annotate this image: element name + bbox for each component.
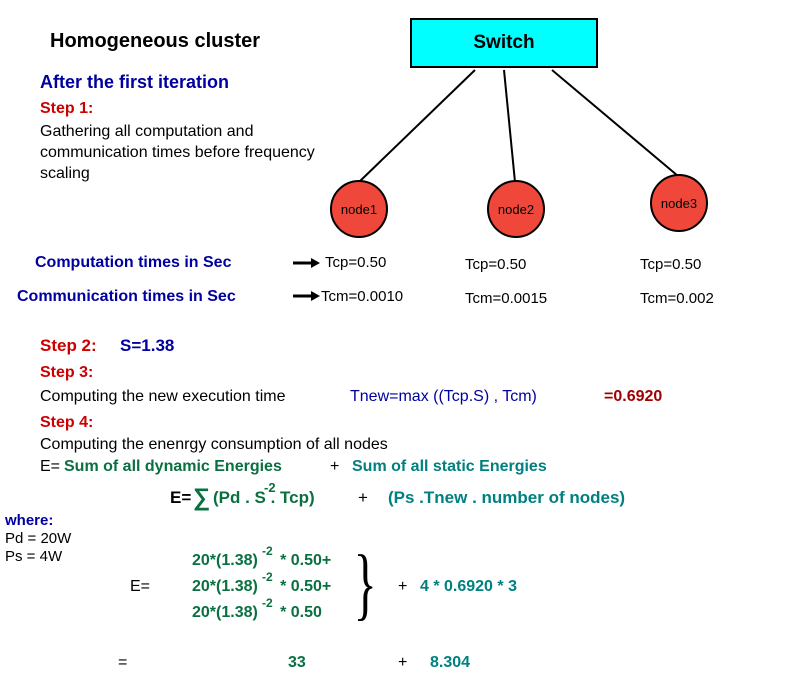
- node-circle-2: node2: [487, 180, 545, 238]
- calc-row-3: 20*(1.38)xx * 0.50: [192, 604, 322, 622]
- step1-label: Step 1:: [40, 100, 93, 118]
- calc-plus: +: [398, 578, 407, 596]
- tcp-val-3: Tcp=0.50: [640, 256, 701, 273]
- switch-box: Switch: [410, 18, 598, 68]
- step4-teal: Sum of all static Energies: [352, 458, 547, 476]
- step4-label: Step 4:: [40, 414, 93, 432]
- title: Homogeneous cluster: [50, 30, 260, 53]
- arrows: [293, 258, 320, 301]
- calc-e-prefix: E=: [130, 578, 150, 596]
- result-plus: +: [398, 654, 407, 672]
- step4-body: Computing the enenrgy consumption of all…: [40, 436, 388, 454]
- edge-lines: [358, 70, 678, 183]
- tcm-val-2: Tcm=0.0015: [465, 290, 547, 307]
- step3-formula: Tnew=max ((Tcp.S) , Tcm): [350, 388, 537, 406]
- formula-sigma: ∑: [193, 484, 210, 512]
- result-eq: =: [118, 654, 127, 672]
- calc-teal-term: 4 * 0.6920 * 3: [420, 578, 517, 596]
- step3-result: =0.6920: [604, 388, 662, 406]
- tcm-val-3: Tcm=0.002: [640, 290, 714, 307]
- node-circle-1: node1: [330, 180, 388, 238]
- step4-plus: +: [330, 458, 339, 476]
- node-circle-3: node3: [650, 174, 708, 232]
- where-pd: Pd = 20W: [5, 530, 71, 547]
- step3-body: Computing the new execution time: [40, 388, 285, 406]
- calc-exp-2: -2: [262, 570, 273, 584]
- step2-label: Step 2:: [40, 336, 97, 356]
- formula-plus: +: [358, 488, 368, 508]
- formula-prefix: E=: [170, 488, 191, 508]
- row-computation-label: Computation times in Sec: [35, 254, 231, 272]
- calc-exp-3: -2: [262, 596, 273, 610]
- calc-exp-1: -2: [262, 544, 273, 558]
- calc-brace: }: [354, 544, 377, 624]
- step4-eq-prefix: E=: [40, 458, 60, 476]
- result-v2: 8.304: [430, 654, 470, 672]
- tcm-val-1: Tcm=0.0010: [321, 288, 403, 305]
- formula-exp: -2: [264, 480, 276, 495]
- where-ps: Ps = 4W: [5, 548, 62, 565]
- tcp-val-2: Tcp=0.50: [465, 256, 526, 273]
- tcp-val-1: Tcp=0.50: [325, 254, 386, 271]
- formula-tail: (Ps .Tnew . number of nodes): [388, 488, 625, 508]
- where-label: where:: [5, 512, 53, 529]
- step4-green: Sum of all dynamic Energies: [64, 458, 282, 476]
- step3-label: Step 3:: [40, 364, 93, 382]
- subtitle: After the first iteration: [40, 72, 229, 93]
- row-communication-label: Communication times in Sec: [17, 288, 236, 306]
- result-v1: 33: [288, 654, 306, 672]
- step2-value: S=1.38: [120, 336, 174, 356]
- step1-body: Gathering all computation and communicat…: [40, 122, 320, 184]
